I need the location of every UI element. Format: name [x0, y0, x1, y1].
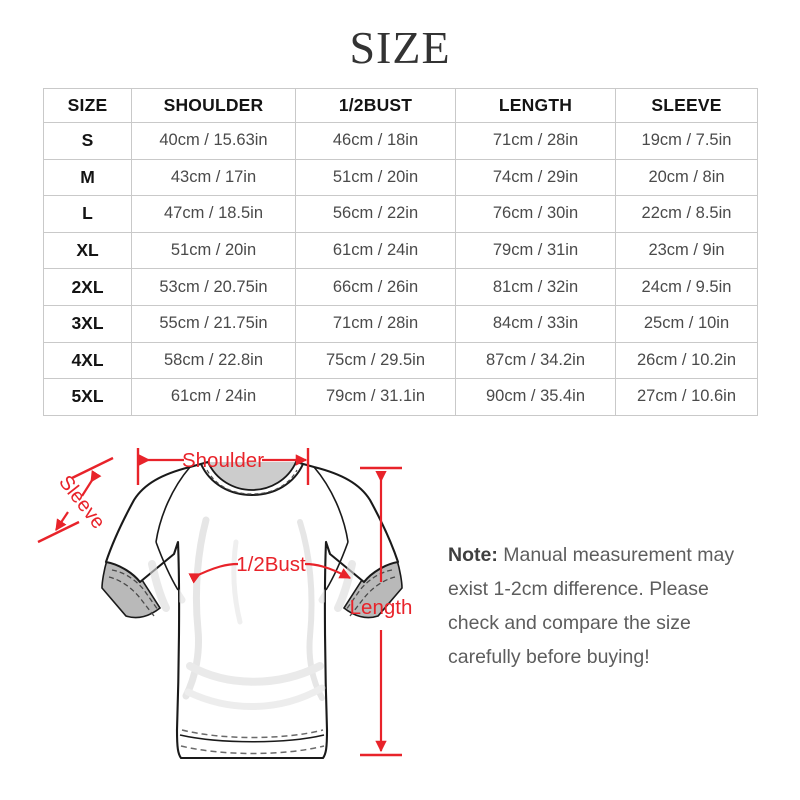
measurement-diagram: Shoulder Sleeve 1/2Bust Length [0, 430, 800, 800]
left-armhole-seam [155, 541, 179, 591]
length-measure-arrow [360, 466, 402, 757]
table-row: L 47cm / 18.5in 56cm / 22in 76cm / 30in … [43, 195, 758, 233]
cell-shoulder: 47cm / 18.5in [131, 195, 296, 233]
column-header-shoulder: SHOULDER [131, 88, 296, 123]
table-row: 2XL 53cm / 20.75in 66cm / 26in 81cm / 32… [43, 268, 758, 306]
sleeve-label: Sleeve [54, 471, 109, 533]
cell-bust: 56cm / 22in [295, 195, 456, 233]
cell-shoulder: 61cm / 24in [131, 378, 296, 416]
cell-length: 79cm / 31in [455, 231, 616, 270]
column-header-sleeve: SLEEVE [615, 88, 758, 123]
cell-length: 76cm / 30in [455, 195, 616, 233]
size-chart-table-container: SIZE SHOULDER 1/2BUST LENGTH SLEEVE S 40… [43, 88, 758, 416]
cell-sleeve: 24cm / 9.5in [615, 268, 758, 306]
cell-bust: 51cm / 20in [295, 158, 456, 197]
cell-shoulder: 55cm / 21.75in [131, 304, 296, 343]
cell-sleeve: 22cm / 8.5in [615, 195, 758, 233]
column-header-size: SIZE [43, 88, 132, 123]
cell-size: M [43, 158, 132, 197]
cell-length: 90cm / 35.4in [455, 378, 616, 416]
right-cuff-stitch [345, 569, 393, 611]
size-chart-table: SIZE SHOULDER 1/2BUST LENGTH SLEEVE S 40… [43, 88, 758, 416]
sleeve-measure-arrow [37, 456, 114, 544]
left-shoulder-seam [155, 466, 191, 543]
table-row: M 43cm / 17in 51cm / 20in 74cm / 29in 20… [43, 158, 758, 197]
cell-size: S [43, 122, 132, 160]
cell-bust: 71cm / 28in [295, 304, 456, 343]
length-label: Length [350, 596, 413, 619]
table-row: 5XL 61cm / 24in 79cm / 31.1in 90cm / 35.… [43, 378, 758, 416]
table-row: 4XL 58cm / 22.8in 75cm / 29.5in 87cm / 3… [43, 341, 758, 380]
bottom-hem-stitch [181, 729, 324, 739]
cell-size: 3XL [43, 304, 132, 343]
table-row: 3XL 55cm / 21.75in 71cm / 28in 84cm / 33… [43, 304, 758, 343]
column-header-bust: 1/2BUST [295, 88, 456, 123]
cell-sleeve: 19cm / 7.5in [615, 122, 758, 160]
right-cuff-stitch-2 [349, 576, 396, 617]
right-shoulder-seam [313, 466, 349, 543]
column-header-length: LENGTH [455, 88, 616, 123]
cell-length: 84cm / 33in [455, 304, 616, 343]
note-lead-label: Note: [448, 544, 498, 566]
shirt-body-outline [104, 460, 400, 760]
cell-sleeve: 26cm / 10.2in [615, 341, 758, 380]
page-title: SIZE [349, 22, 451, 73]
cell-bust: 46cm / 18in [295, 122, 456, 160]
cell-sleeve: 20cm / 8in [615, 158, 758, 197]
cell-size: L [43, 195, 132, 233]
tshirt-illustration-icon [101, 460, 403, 760]
cell-sleeve: 23cm / 9in [615, 231, 758, 270]
bust-label: 1/2Bust [236, 553, 306, 576]
cell-shoulder: 40cm / 15.63in [131, 122, 296, 160]
cell-bust: 79cm / 31.1in [295, 378, 456, 416]
shoulder-measure-arrow [136, 448, 310, 485]
shoulder-label: Shoulder [182, 449, 264, 472]
left-cuff-stitch-2 [108, 576, 155, 617]
cell-size: 5XL [43, 378, 132, 416]
cell-bust: 66cm / 26in [295, 268, 456, 306]
cell-bust: 75cm / 29.5in [295, 341, 456, 380]
bottom-hem-stitch-2 [180, 745, 325, 755]
cell-length: 87cm / 34.2in [455, 341, 616, 380]
cell-shoulder: 51cm / 20in [131, 231, 296, 270]
table-row: XL 51cm / 20in 61cm / 24in 79cm / 31in 2… [43, 231, 758, 270]
left-cuff-stitch [111, 569, 159, 611]
cell-size: 2XL [43, 268, 132, 306]
cell-length: 71cm / 28in [455, 122, 616, 160]
note-body-text: Manual measurement may exist 1-2cm diffe… [448, 544, 735, 668]
cell-sleeve: 27cm / 10.6in [615, 378, 758, 416]
bust-measure-arrow [188, 562, 352, 584]
cell-shoulder: 58cm / 22.8in [131, 341, 296, 380]
cell-length: 81cm / 32in [455, 268, 616, 306]
cell-size: 4XL [43, 341, 132, 380]
measurement-note: Note: Manual measurement may exist 1-2cm… [448, 538, 748, 674]
bottom-hem-line [179, 734, 325, 743]
measurement-annotations: Shoulder Sleeve 1/2Bust Length [37, 448, 413, 757]
cell-shoulder: 43cm / 17in [131, 158, 296, 197]
cell-length: 74cm / 29in [455, 158, 616, 197]
cell-size: XL [43, 231, 132, 270]
table-row: S 40cm / 15.63in 46cm / 18in 71cm / 28in… [43, 122, 758, 160]
collar-opening [207, 461, 297, 491]
cell-shoulder: 53cm / 20.75in [131, 268, 296, 306]
collar-stitch [206, 469, 298, 495]
table-header-row: SIZE SHOULDER 1/2BUST LENGTH SLEEVE [43, 88, 758, 123]
cell-bust: 61cm / 24in [295, 231, 456, 270]
cell-sleeve: 25cm / 10in [615, 304, 758, 343]
collar-rib [200, 463, 304, 497]
